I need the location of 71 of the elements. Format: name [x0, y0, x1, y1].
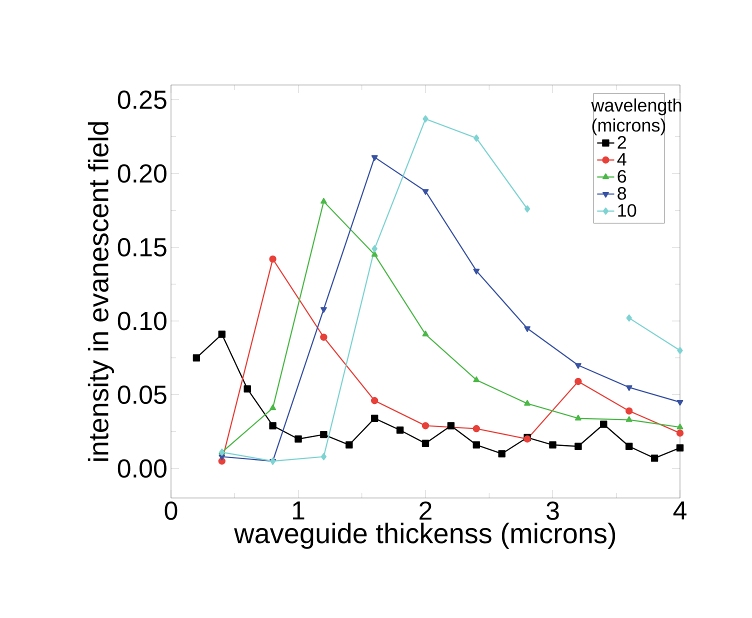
point — [676, 429, 684, 437]
point — [218, 454, 226, 460]
point — [498, 450, 506, 458]
point — [677, 346, 683, 354]
point — [422, 440, 430, 448]
point — [447, 422, 455, 430]
point — [574, 442, 582, 450]
point — [524, 205, 530, 212]
point — [626, 416, 632, 422]
point — [371, 251, 378, 257]
legend-label: 6 — [618, 170, 626, 183]
point — [472, 441, 480, 448]
point — [574, 378, 582, 386]
x-tick-label: 2 — [420, 502, 432, 520]
y-tick-label: 0.25 — [118, 90, 166, 109]
point — [473, 268, 480, 274]
x-tick-label: 0 — [164, 502, 178, 520]
point — [626, 314, 632, 322]
y-tick-label: 0.15 — [118, 238, 166, 256]
point — [676, 444, 684, 452]
point — [472, 425, 480, 432]
point — [473, 376, 480, 382]
point — [371, 397, 378, 404]
point — [549, 441, 556, 448]
point — [422, 330, 429, 336]
point — [650, 454, 658, 462]
y-tick-label: 0.00 — [118, 459, 166, 478]
point — [676, 424, 684, 430]
point — [371, 155, 378, 161]
point — [244, 385, 251, 392]
x-tick-label: 3 — [546, 502, 559, 520]
legend-label: 8 — [618, 187, 626, 200]
point — [270, 404, 276, 410]
x-tick-label: 4 — [673, 502, 686, 520]
point — [575, 414, 582, 420]
x-axis-title: waveguide thickenss (microns) — [234, 522, 616, 549]
point — [320, 430, 328, 438]
point — [320, 453, 327, 460]
legend-label: 4 — [617, 153, 626, 166]
point — [524, 400, 530, 406]
y-axis-title: intensity in evanescent field — [88, 122, 114, 461]
legend-label: 2 — [618, 136, 626, 149]
point — [524, 326, 530, 332]
point — [422, 115, 428, 123]
point — [192, 354, 200, 362]
point — [269, 422, 276, 430]
point — [625, 442, 633, 450]
point — [269, 255, 276, 263]
point — [396, 426, 404, 434]
point — [626, 385, 632, 391]
legend-title: wavelength (microns) — [591, 98, 682, 136]
point — [294, 435, 302, 443]
y-tick-label: 0.05 — [118, 386, 166, 404]
point — [320, 198, 327, 204]
point — [422, 422, 430, 430]
y-tick-label: 0.10 — [118, 312, 166, 330]
point — [625, 407, 633, 415]
point — [474, 134, 480, 142]
y-tick-label: 0.20 — [118, 164, 166, 183]
point — [372, 245, 378, 252]
point — [320, 334, 328, 341]
point — [320, 307, 327, 313]
point — [371, 414, 378, 422]
point — [676, 400, 684, 406]
x-tick-label: 1 — [293, 502, 304, 520]
point — [422, 189, 429, 195]
legend-label: 10 — [618, 204, 636, 217]
point — [575, 363, 582, 369]
point — [218, 330, 226, 338]
point — [346, 441, 353, 448]
point — [600, 420, 608, 428]
